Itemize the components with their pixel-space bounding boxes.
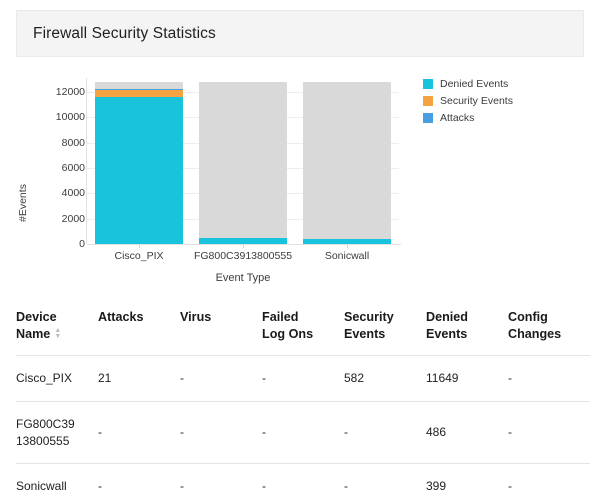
chart-bar-segment xyxy=(199,237,287,244)
table-cell-config: - xyxy=(508,463,590,503)
table-row[interactable]: Cisco_PIX 21- -582 11649- xyxy=(16,355,590,402)
table-cell-security: 582 xyxy=(344,355,426,402)
table-body: Cisco_PIX 21- -582 11649- FG800C39 13800555- -… xyxy=(16,355,590,503)
table-cell-attacks: - xyxy=(98,463,180,503)
legend-item[interactable]: Denied Events xyxy=(423,78,513,90)
device-name-label: Cisco_PIX xyxy=(16,371,73,385)
table-header-label: Attacks xyxy=(98,310,144,324)
x-tick-label: Sonicwall xyxy=(324,250,370,262)
table-cell-device: FG800C39 13800555 xyxy=(16,401,98,465)
table-header-device[interactable]: Device Name ▲ ▼ xyxy=(16,297,98,356)
x-tick-mark xyxy=(243,244,244,248)
chart-legend: Denied Events Security Events Attacks xyxy=(423,78,513,129)
y-tick-label: 0 xyxy=(79,238,85,250)
table-cell-device: Sonicwall xyxy=(16,463,98,503)
legend-item[interactable]: Security Events xyxy=(423,95,513,107)
page-title: Firewall Security Statistics xyxy=(33,24,216,42)
sort-ascending-icon: ▲ xyxy=(54,326,62,334)
table-head: Device Name ▲ ▼ Attacks Virus Failed Log Ons Sec… xyxy=(16,297,590,356)
table-header-config: Config Changes xyxy=(508,297,590,356)
table-cell-attacks: - xyxy=(98,401,180,465)
y-tick-label: 2000 xyxy=(61,212,85,225)
table-cell-security: - xyxy=(344,401,426,465)
table-cell-failed: - xyxy=(262,355,344,402)
table-header-virus: Virus xyxy=(180,297,262,356)
device-name-label: Sonicwall xyxy=(16,479,67,494)
device-name-label-2: 13800555 xyxy=(16,433,70,448)
legend-swatch-icon xyxy=(423,96,433,106)
table-cell-attacks: 21 xyxy=(98,355,180,402)
table-cell-virus: - xyxy=(180,401,262,465)
table-cell-virus: - xyxy=(180,463,262,503)
table-header-label-2: Events xyxy=(426,327,468,341)
statistics-table-wrapper: Device Name ▲ ▼ Attacks Virus Failed Log Ons Sec… xyxy=(0,297,600,503)
chart-bar-track xyxy=(303,82,391,244)
card-header: Firewall Security Statistics xyxy=(16,10,584,57)
table-header-label: Config xyxy=(508,310,548,324)
table-cell-denied: 486 xyxy=(426,401,508,465)
legend-label: Denied Events xyxy=(440,78,509,90)
chart-bar[interactable] xyxy=(303,82,391,244)
x-tick-mark xyxy=(139,244,140,248)
table-header-attacks: Attacks xyxy=(98,297,180,356)
chart-bar[interactable] xyxy=(199,82,287,244)
chart-y-axis-line xyxy=(86,78,87,244)
sort-toggle-icon[interactable]: ▲ ▼ xyxy=(54,326,62,340)
table-cell-failed: - xyxy=(262,401,344,465)
chart-bar-track xyxy=(199,82,287,244)
table-header-label-2: Events xyxy=(344,327,386,341)
legend-item[interactable]: Attacks xyxy=(423,112,513,124)
table-cell-config: - xyxy=(508,401,590,465)
chart-bar-segment xyxy=(303,238,391,244)
table-header-label-2: Log Ons xyxy=(262,327,314,341)
chart-bar-segment xyxy=(95,89,183,97)
table-row[interactable]: Sonicwall - - - -399- xyxy=(16,463,590,503)
table-header-security: Security Events xyxy=(344,297,426,356)
sort-descending-icon: ▼ xyxy=(54,332,62,340)
y-tick-label: 10000 xyxy=(55,111,85,124)
table-header-label-2: Changes xyxy=(508,327,562,341)
y-tick-label: 12000 xyxy=(55,86,85,99)
y-tick-label: 6000 xyxy=(61,162,85,175)
y-tick-label: 4000 xyxy=(61,187,85,200)
legend-label: Security Events xyxy=(440,95,513,107)
legend-swatch-icon xyxy=(423,79,433,89)
table-header-row: Device Name ▲ ▼ Attacks Virus Failed Log Ons Sec… xyxy=(16,297,590,356)
table-row[interactable]: FG800C39 13800555- - - -486- xyxy=(16,401,590,465)
legend-swatch-icon xyxy=(423,113,433,123)
table-header-failed: Failed Log Ons xyxy=(262,297,344,356)
chart-x-axis-label: Event Type xyxy=(215,272,271,284)
table-header-denied: Denied Events xyxy=(426,297,508,356)
table-header-label: Device xyxy=(16,310,57,324)
x-tick-label: Cisco_PIX xyxy=(114,250,164,262)
table-cell-virus: - xyxy=(180,355,262,402)
table-cell-denied: 11649 xyxy=(426,355,508,402)
table-header-label: Virus xyxy=(180,310,212,324)
chart-y-axis-label: #Events xyxy=(17,184,29,222)
device-name-label: FG800C39 xyxy=(16,416,75,431)
chart-plot-area xyxy=(87,82,399,244)
y-tick-label: 8000 xyxy=(61,136,85,149)
table-cell-security: - xyxy=(344,463,426,503)
table-cell-device: Cisco_PIX xyxy=(16,355,98,402)
table-header-label: Denied xyxy=(426,310,468,324)
legend-label: Attacks xyxy=(440,112,475,124)
chart-x-axis-line xyxy=(87,244,401,245)
chart-bar-segment xyxy=(95,96,183,244)
statistics-table: Device Name ▲ ▼ Attacks Virus Failed Log Ons Sec… xyxy=(16,297,590,503)
table-header-label: Security xyxy=(344,310,394,324)
chart-y-axis-ticks: 0 2000 4000 6000 8000 10000 12000 xyxy=(30,60,85,260)
chart-bar[interactable] xyxy=(95,82,183,244)
firewall-chart: #Events 0 2000 4000 6000 8000 10000 12000 Cisc… xyxy=(0,60,600,295)
x-tick-label: FG800C3913800555 xyxy=(193,250,293,262)
table-cell-denied: 399 xyxy=(426,463,508,503)
table-header-label-2: Name ▲ ▼ xyxy=(16,326,62,341)
table-cell-failed: - xyxy=(262,463,344,503)
table-cell-config: - xyxy=(508,355,590,402)
table-header-label: Failed xyxy=(262,310,299,324)
x-tick-mark xyxy=(347,244,348,248)
